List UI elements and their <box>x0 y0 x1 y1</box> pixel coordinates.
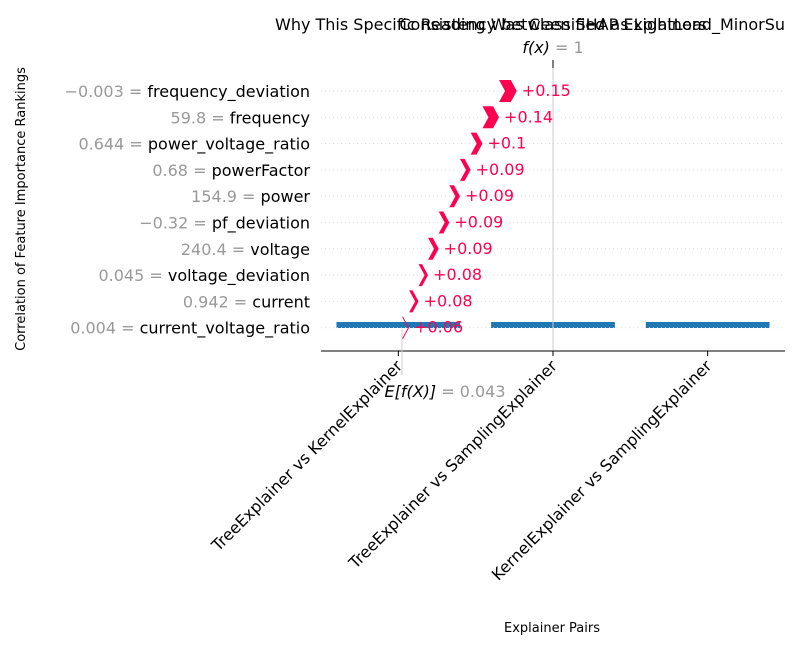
contribution-arrow <box>470 132 483 155</box>
fx-eq: = <box>550 38 574 57</box>
bar-chart-title: Consistency between SHAP Explainers <box>399 15 706 34</box>
contribution-arrow <box>499 80 517 102</box>
feature-value: 240.4 <box>181 240 227 259</box>
feature-name: power <box>261 187 311 206</box>
feature-name: current <box>252 292 310 311</box>
contribution-arrow <box>482 106 500 129</box>
feature-value: −0.003 <box>65 82 124 101</box>
waterfall-chart: +0.15 +0.14 +0.1 +0.09 +0.09 +0.09 +0.09 +0.08 +… <box>65 15 785 401</box>
contribution-arrow <box>418 264 429 287</box>
fx-value: 1 <box>573 38 583 57</box>
feature-value: 0.004 <box>70 319 116 338</box>
feature-value: 0.942 <box>183 292 229 311</box>
feature-name: voltage <box>250 240 310 259</box>
feature-name: powerFactor <box>212 161 311 180</box>
fx-label: f(x) = 1 <box>522 38 584 68</box>
feature-label: −0.32 = pf_deviation <box>139 214 310 234</box>
ex-eq: = <box>436 382 460 401</box>
feature-eq: = <box>227 240 251 259</box>
feature-name: voltage_deviation <box>168 266 310 286</box>
feature-eq: = <box>124 82 148 101</box>
feature-eq: = <box>116 319 140 338</box>
contribution-arrow <box>428 237 439 260</box>
feature-value: 0.68 <box>152 161 188 180</box>
ex-label: E[f(X)] = 0.043 <box>384 382 505 401</box>
feature-label: 59.8 = frequency <box>171 108 310 127</box>
feature-labels: −0.003 = frequency_deviation 59.8 = frequ… <box>65 82 311 339</box>
contribution-label: +0.14 <box>504 107 553 126</box>
waterfall-title: Why This Specific Reading Was Classified… <box>275 15 785 35</box>
feature-value: 59.8 <box>171 108 207 127</box>
feature-value: −0.32 <box>139 214 188 233</box>
feature-value: 154.9 <box>191 187 237 206</box>
contribution-arrow <box>449 185 460 208</box>
contribution-label: +0.1 <box>487 134 526 153</box>
fx-text: f(x) = 1 <box>522 38 583 57</box>
ex-value: 0.043 <box>460 382 506 401</box>
feature-name: frequency_deviation <box>147 82 310 102</box>
feature-label: 0.644 = power_voltage_ratio <box>78 135 310 155</box>
waterfall-arrows <box>402 80 517 339</box>
feature-eq: = <box>188 161 212 180</box>
waterfall-labels: +0.15 +0.14 +0.1 +0.09 +0.09 +0.09 +0.09 +0.08 +… <box>414 81 571 337</box>
contribution-label: +0.15 <box>522 81 571 100</box>
feature-label: 0.68 = powerFactor <box>152 161 310 180</box>
contribution-label: +0.09 <box>444 239 493 258</box>
feature-label: −0.003 = frequency_deviation <box>65 82 310 102</box>
contribution-label: +0.08 <box>424 291 473 310</box>
feature-label: 0.004 = current_voltage_ratio <box>70 319 310 339</box>
feature-name: power_voltage_ratio <box>148 135 310 155</box>
feature-eq: = <box>237 187 261 206</box>
contribution-arrow <box>409 290 419 313</box>
contribution-arrow <box>459 158 471 181</box>
contribution-label: +0.09 <box>476 160 525 179</box>
feature-eq: = <box>188 214 212 233</box>
ex-symbol: E[f(X)] <box>384 382 436 401</box>
bar <box>336 322 461 328</box>
feature-value: 0.045 <box>98 266 144 285</box>
feature-label: 154.9 = power <box>191 187 310 206</box>
x-axis-title: Explainer Pairs <box>504 621 600 636</box>
x-tick-label: TreeExplainer vs KernelExplainer <box>207 356 406 555</box>
contribution-label: +0.06 <box>414 318 463 337</box>
feature-value: 0.644 <box>78 135 124 154</box>
feature-eq: = <box>229 292 253 311</box>
feature-eq: = <box>124 135 148 154</box>
contribution-label: +0.09 <box>454 213 503 232</box>
bar <box>645 322 770 328</box>
contribution-arrow <box>438 211 450 234</box>
feature-name: pf_deviation <box>212 214 310 234</box>
feature-eq: = <box>206 108 230 127</box>
feature-eq: = <box>144 266 168 285</box>
contribution-label: +0.09 <box>465 186 514 205</box>
contribution-label: +0.08 <box>433 265 482 284</box>
feature-label: 0.045 = voltage_deviation <box>98 266 310 286</box>
ex-text: E[f(X)] = 0.043 <box>384 382 505 401</box>
fx-symbol: f(x) <box>522 38 550 57</box>
y-axis-title: Correlation of Feature Importance Rankin… <box>14 67 29 351</box>
feature-name: frequency <box>230 108 310 127</box>
feature-label: 0.942 = current <box>183 292 310 311</box>
feature-label: 240.4 = voltage <box>181 240 310 259</box>
feature-name: current_voltage_ratio <box>140 319 310 339</box>
